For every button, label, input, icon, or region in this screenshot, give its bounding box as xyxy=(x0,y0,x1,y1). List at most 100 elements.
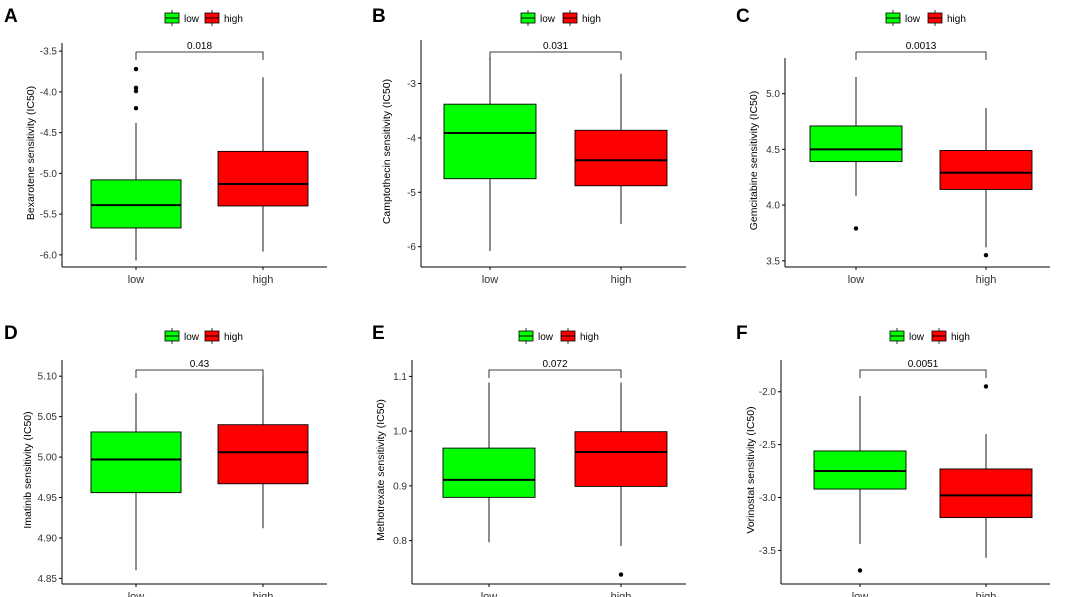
significance-bracket xyxy=(135,51,264,60)
legend-label-high: high xyxy=(224,332,243,343)
legend-item-low: low xyxy=(889,328,925,344)
y-axis-label: Camptothecin sensitivity (IC50) xyxy=(381,79,393,224)
x-tick-label-high: high xyxy=(976,274,997,286)
x-tick-label-low: low xyxy=(852,591,869,597)
y-tick-label: 4.90 xyxy=(38,533,58,544)
y-tick-label: 5.10 xyxy=(38,372,58,383)
x-tick-label-low: low xyxy=(481,591,498,597)
y-tick-label: 3.5 xyxy=(766,256,780,267)
outlier-point xyxy=(133,88,139,94)
box-high xyxy=(217,376,309,529)
y-axis-label: Bexarotene sensitivity (IC50) xyxy=(25,86,37,220)
x-tick-label-high: high xyxy=(253,274,274,286)
y-tick-label: 4.5 xyxy=(766,145,780,156)
significance-bracket xyxy=(489,51,622,60)
significance-bracket xyxy=(135,369,264,378)
legend-item-low: low xyxy=(885,10,921,26)
y-tick-label: -6.0 xyxy=(40,250,58,261)
panel-letter: E xyxy=(372,323,385,344)
y-axis-label: Imatinib sensitivity (IC50) xyxy=(22,411,34,528)
legend-label-high: high xyxy=(951,332,970,343)
legend-item-low: low xyxy=(164,10,200,26)
box-low xyxy=(813,395,907,573)
outlier-point xyxy=(133,105,139,111)
box-iqr xyxy=(809,125,903,163)
box-iqr xyxy=(939,468,1033,519)
y-tick-label: -3 xyxy=(407,79,416,90)
box-low xyxy=(442,382,536,543)
x-tick-label-high: high xyxy=(611,591,632,597)
outlier-point xyxy=(133,66,139,72)
legend-label-low: low xyxy=(184,14,200,25)
y-tick-label: 5.0 xyxy=(766,89,780,100)
legend-label-low: low xyxy=(905,14,921,25)
y-tick-label: -3.5 xyxy=(40,47,58,58)
outlier-point xyxy=(983,384,989,389)
legend-item-low: low xyxy=(520,10,556,26)
panel-letter: D xyxy=(4,323,18,344)
box-iqr xyxy=(574,431,668,487)
legend-item-high: high xyxy=(931,328,970,344)
box-iqr xyxy=(442,447,536,498)
panel-letter: C xyxy=(736,6,750,27)
y-tick-label: 5.00 xyxy=(38,453,58,464)
y-tick-label: -5 xyxy=(407,188,416,199)
box-low xyxy=(90,66,182,261)
y-tick-label: 1.0 xyxy=(393,427,407,438)
y-tick-label: -5.0 xyxy=(40,169,58,180)
p-value-label: 0.43 xyxy=(190,359,210,370)
box-high xyxy=(939,384,1033,558)
box-iqr xyxy=(217,424,309,485)
x-tick-label-low: low xyxy=(848,274,865,286)
legend-label-high: high xyxy=(580,332,599,343)
legend-label-low: low xyxy=(909,332,925,343)
box-iqr xyxy=(939,150,1033,190)
p-value-label: 0.031 xyxy=(543,41,568,52)
y-tick-label: 5.05 xyxy=(38,412,58,423)
y-tick-label: -2.5 xyxy=(759,440,777,451)
x-tick-label-high: high xyxy=(611,274,632,286)
x-tick-label-high: high xyxy=(253,591,274,597)
y-tick-label: -3.0 xyxy=(759,493,777,504)
y-tick-label: -6 xyxy=(407,242,416,253)
significance-bracket xyxy=(488,369,622,378)
x-tick-label-low: low xyxy=(482,274,499,286)
box-iqr xyxy=(90,431,182,494)
y-tick-label: 4.95 xyxy=(38,493,58,504)
legend-label-low: low xyxy=(538,332,554,343)
x-tick-label-low: low xyxy=(128,274,145,286)
panel-letter: A xyxy=(4,6,18,27)
p-value-label: 0.072 xyxy=(542,359,567,370)
y-tick-label: -2.0 xyxy=(759,387,777,398)
box-iqr xyxy=(217,150,309,207)
x-tick-label-high: high xyxy=(976,591,997,597)
outlier-point xyxy=(618,572,624,577)
legend-label-low: low xyxy=(540,14,556,25)
y-tick-label: -4 xyxy=(407,133,416,144)
box-low xyxy=(90,393,182,571)
outlier-point xyxy=(857,568,863,573)
box-iqr xyxy=(443,103,537,180)
y-tick-label: 1.1 xyxy=(393,372,407,383)
box-high xyxy=(574,73,668,224)
outlier-point xyxy=(983,253,989,258)
outlier-point xyxy=(853,226,859,231)
box-low xyxy=(809,76,903,231)
box-high xyxy=(217,77,309,252)
y-tick-label: -4.0 xyxy=(40,87,58,98)
box-high xyxy=(939,108,1033,258)
box-low xyxy=(443,57,537,252)
panel-letter: F xyxy=(736,323,748,344)
y-axis-label: Vorinostat sensitivity (IC50) xyxy=(745,406,757,533)
box-iqr xyxy=(90,179,182,229)
significance-bracket xyxy=(859,369,987,378)
legend-item-low: low xyxy=(164,328,200,344)
p-value-label: 0.0013 xyxy=(906,41,937,52)
outlier-point xyxy=(133,85,139,91)
box-iqr xyxy=(574,129,668,187)
